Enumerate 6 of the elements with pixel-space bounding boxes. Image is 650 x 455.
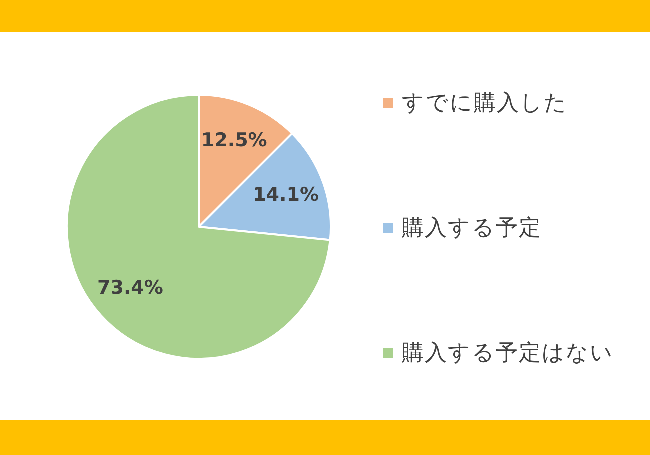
legend-label: すでに購入した (402, 90, 568, 118)
legend-label: 購入する予定 (402, 215, 542, 243)
data-label: 14.1% (253, 184, 319, 206)
legend-label: 購入する予定はない (402, 340, 614, 368)
data-label: 12.5% (201, 130, 268, 152)
data-label: 73.4% (98, 276, 164, 299)
